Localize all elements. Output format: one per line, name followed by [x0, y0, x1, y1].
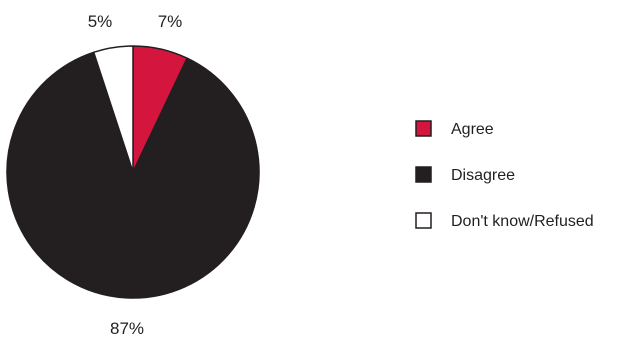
pie-slice-don-t-know-refused [92, 45, 134, 173]
data-label-don-t-know-refused: 5% [88, 12, 113, 31]
data-label-agree: 7% [158, 12, 183, 31]
chart-legend: Agree Disagree Don't know/Refused [415, 120, 594, 230]
pie-slices [6, 45, 260, 299]
legend-label-don-t-know-refused: Don't know/Refused [451, 213, 594, 230]
pie-data-labels: 7% 87% 5% [88, 12, 183, 338]
legend-swatch-disagree [415, 166, 432, 183]
legend-swatch-agree [415, 120, 432, 137]
legend-label-disagree: Disagree [451, 167, 515, 184]
pie-slice-disagree [6, 51, 260, 299]
data-label-disagree: 87% [110, 319, 144, 338]
legend-swatch-don-t-know-refused [415, 212, 432, 229]
legend-label-agree: Agree [451, 121, 494, 138]
